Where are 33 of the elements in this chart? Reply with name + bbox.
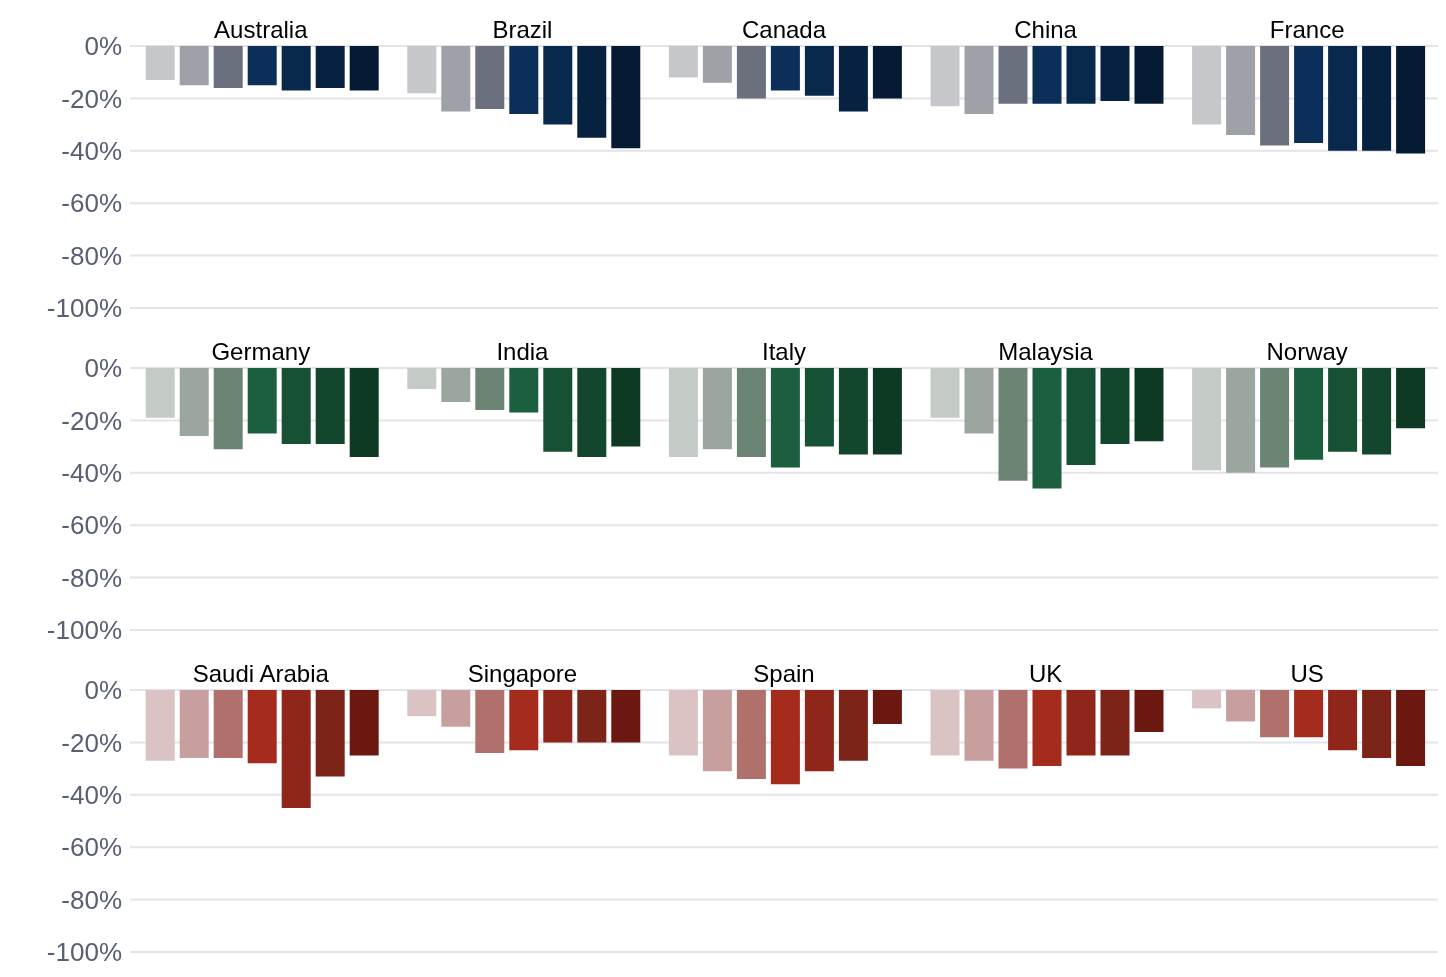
y-tick-label: 0%: [84, 353, 122, 384]
x-tick-label: UK: [1028, 660, 1063, 687]
x-tick-label: Brazil: [492, 16, 553, 43]
y-tick-label: -80%: [61, 240, 122, 271]
x-tick-label: Italy: [761, 338, 807, 365]
y-tick-label: -100%: [46, 937, 122, 968]
x-tick-label: China: [1014, 16, 1078, 43]
y-tick-label: -40%: [61, 780, 122, 811]
x-tick-label: Singapore: [467, 660, 578, 687]
y-tick-label: -100%: [46, 293, 122, 324]
x-tick-label: Australia: [214, 16, 309, 43]
y-tick-label: -80%: [61, 884, 122, 915]
y-tick-label: -60%: [61, 188, 122, 219]
y-tick-label: -40%: [61, 136, 122, 167]
y-tick-label: -80%: [61, 562, 122, 593]
x-tick-label: Norway: [1266, 338, 1348, 365]
x-tick-label: Malaysia: [998, 338, 1094, 365]
x-tick-label: Canada: [741, 16, 827, 43]
y-tick-label: -20%: [61, 727, 122, 758]
x-tick-label: Saudi Arabia: [192, 660, 330, 687]
x-tick-label: India: [496, 338, 550, 365]
x-tick-label: France: [1269, 16, 1345, 43]
y-tick-label: -60%: [61, 510, 122, 541]
y-tick-label: -20%: [61, 405, 122, 436]
x-tick-label: US: [1290, 660, 1324, 687]
x-tick-label: Germany: [211, 338, 311, 365]
y-tick-label: -40%: [61, 458, 122, 489]
y-tick-label: 0%: [84, 675, 122, 706]
y-tick-label: -20%: [61, 83, 122, 114]
y-tick-label: -60%: [61, 832, 122, 863]
x-tick-label: Spain: [753, 660, 815, 687]
y-tick-label: -100%: [46, 615, 122, 646]
y-tick-label: 0%: [84, 31, 122, 62]
